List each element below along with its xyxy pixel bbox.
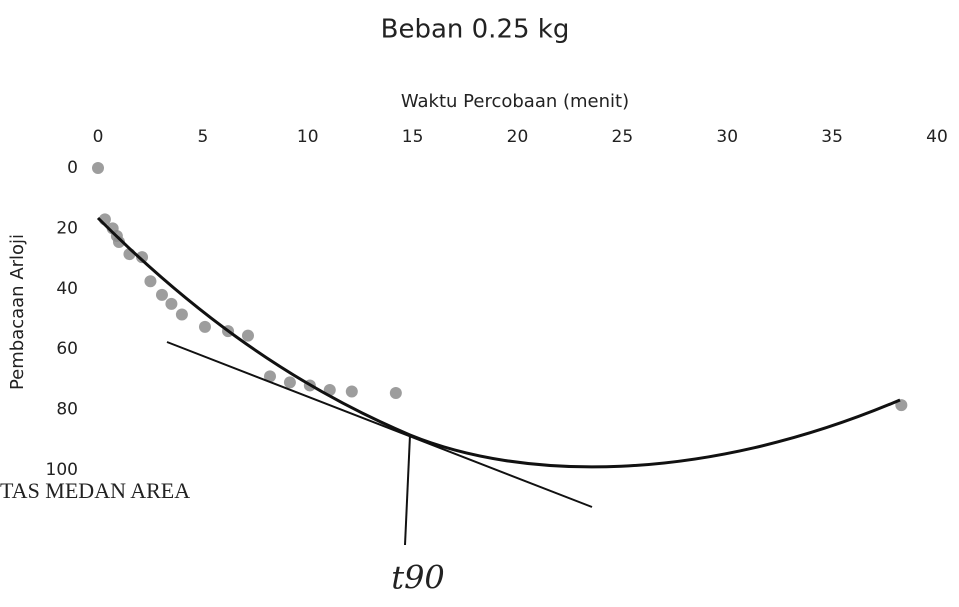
y-tick-label: 40	[56, 279, 78, 299]
data-point	[165, 297, 178, 310]
y-tick-label: 100	[46, 460, 78, 480]
plot-area: 0 5 10 15 20 25 30 35 40 0 20 40 60 80 100	[46, 127, 948, 480]
y-tick-label: 20	[56, 218, 78, 238]
data-point	[155, 288, 168, 301]
y-tick-label: 60	[56, 339, 78, 359]
data-point	[136, 251, 149, 264]
data-point	[175, 308, 188, 321]
x-tick-label: 20	[507, 127, 529, 147]
data-point	[241, 329, 254, 342]
data-point	[92, 162, 104, 174]
x-tick-label: 35	[821, 127, 843, 147]
x-axis-label: Waktu Percobaan (menit)	[401, 91, 629, 112]
data-point	[144, 275, 157, 288]
x-tick-label: 5	[197, 127, 208, 147]
x-tick-label: 10	[297, 127, 319, 147]
data-point	[112, 235, 125, 248]
x-tick-label: 0	[93, 127, 104, 147]
handwritten-annotation: t90	[391, 559, 445, 597]
y-axis-label: Pembacaan Arloji	[7, 234, 28, 390]
tangent-line	[166, 341, 593, 508]
data-point	[198, 320, 211, 333]
data-point	[389, 386, 402, 399]
fit-curve	[96, 216, 901, 469]
y-tick-label: 80	[56, 400, 78, 420]
watermark: TAS MEDAN AREA	[0, 478, 190, 503]
data-point	[283, 376, 296, 389]
x-tick-label: 40	[926, 127, 948, 147]
t90-marker	[404, 434, 411, 546]
x-tick-label: 30	[716, 127, 738, 147]
x-tick-label: 15	[402, 127, 424, 147]
y-tick-label: 0	[67, 158, 78, 178]
x-tick-label: 25	[612, 127, 634, 147]
data-point	[345, 385, 358, 398]
data-point	[263, 370, 276, 383]
chart-title: Beban 0.25 kg	[381, 15, 570, 45]
